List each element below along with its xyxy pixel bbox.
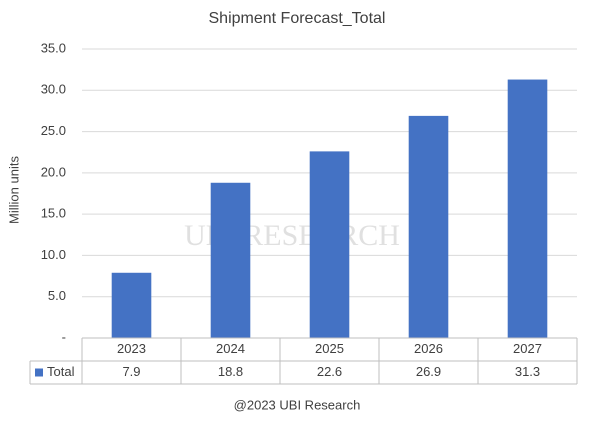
table-value: 22.6 xyxy=(317,364,342,379)
bar xyxy=(111,272,152,338)
y-tick-label: - xyxy=(62,329,66,344)
table-value: 18.8 xyxy=(218,364,243,379)
source: @2023 UBI Research xyxy=(234,397,361,412)
y-tick-label: 35.0 xyxy=(41,40,66,55)
y-tick-label: 30.0 xyxy=(41,82,66,97)
legend-label: Total xyxy=(47,364,75,379)
x-tick-label: 2023 xyxy=(117,341,146,356)
table-value: 26.9 xyxy=(416,364,441,379)
bar xyxy=(309,151,350,338)
y-tick-label: 5.0 xyxy=(48,288,66,303)
x-tick-label: 2025 xyxy=(315,341,344,356)
y-tick-label: 20.0 xyxy=(41,164,66,179)
y-tick-label: 10.0 xyxy=(41,247,66,262)
x-tick-label: 2024 xyxy=(216,341,245,356)
legend-swatch xyxy=(35,368,43,377)
table-value: 31.3 xyxy=(515,364,540,379)
y-tick-label: 25.0 xyxy=(41,123,66,138)
x-tick-label: 2026 xyxy=(414,341,443,356)
chart-title: Shipment Forecast_Total xyxy=(209,10,386,27)
y-axis-label: Million units xyxy=(6,156,21,224)
bar xyxy=(408,115,449,338)
y-tick-label: 15.0 xyxy=(41,206,66,221)
table-value: 7.9 xyxy=(122,364,140,379)
bar xyxy=(210,182,251,338)
x-tick-label: 2027 xyxy=(513,341,542,356)
bar xyxy=(507,79,548,339)
